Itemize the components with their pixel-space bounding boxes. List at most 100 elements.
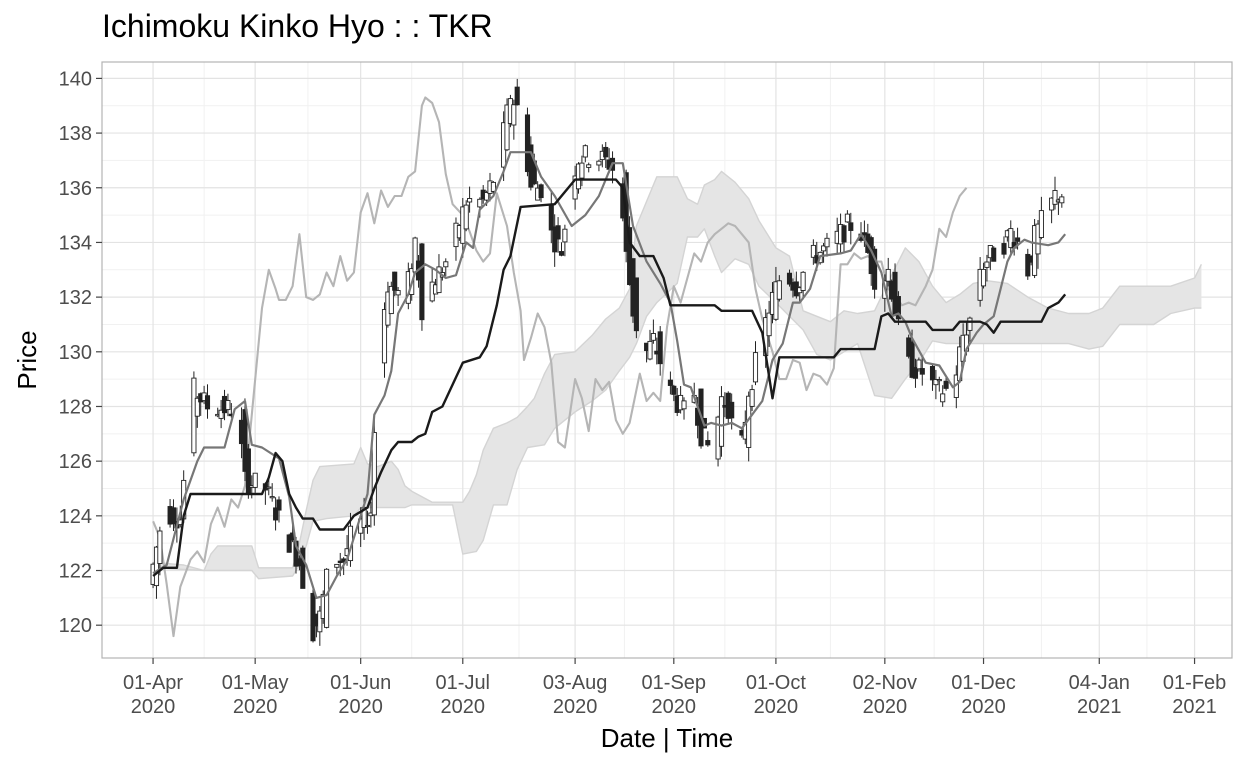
x-tick-label-year: 2020: [553, 696, 598, 718]
candle-up: [269, 496, 275, 499]
candle-up: [395, 290, 401, 296]
candle-down: [170, 507, 177, 525]
x-tick-label: 01-Apr: [123, 672, 183, 694]
x-tick-label: 01-Jun: [330, 672, 391, 694]
y-axis-ticks: 120 122 124 126 128 130 132 134 136 138 140: [59, 68, 102, 637]
y-tick-label: 124: [59, 506, 92, 528]
candle-up: [766, 312, 772, 337]
plot-background: [102, 62, 1232, 658]
candle-up: [647, 340, 653, 360]
ichimoku-cloud: [153, 170, 1203, 580]
candle-up: [1035, 223, 1041, 255]
candle-up: [800, 271, 806, 291]
y-tick-label: 132: [59, 287, 92, 309]
x-tick-label-year: 2020: [863, 696, 908, 718]
candle-up: [436, 266, 442, 294]
candle-up: [1059, 196, 1065, 204]
candle-up: [490, 181, 496, 192]
candle-down: [548, 204, 554, 231]
candle-down: [1001, 243, 1007, 255]
candle-up: [334, 563, 340, 568]
candle-down: [943, 380, 949, 389]
x-tick-label-year: 2020: [233, 696, 278, 718]
candle-up: [194, 397, 200, 417]
candle-down: [929, 365, 936, 381]
x-tick-label-year: 2020: [652, 696, 697, 718]
y-tick-label: 130: [59, 342, 92, 364]
candle-down: [419, 243, 425, 321]
candle-up: [980, 268, 987, 287]
x-tick-label: 01-Dec: [951, 672, 1015, 694]
candle-up: [388, 285, 394, 315]
candle-down: [204, 395, 211, 410]
candle-up: [225, 400, 231, 411]
x-tick-label: 01-Sep: [642, 672, 707, 694]
candle-up: [776, 280, 782, 300]
panel-border: [101, 61, 1233, 659]
candle-up: [218, 409, 224, 419]
candle-up: [371, 432, 377, 516]
y-tick-label: 138: [59, 123, 92, 145]
candle-up: [844, 213, 850, 223]
tenkan-sen: [152, 151, 1067, 600]
candle-up: [443, 261, 449, 268]
candle-down: [841, 225, 847, 243]
candle-down: [538, 184, 544, 199]
candle-down: [705, 440, 711, 446]
x-tick-label-year: 2021: [1172, 696, 1217, 718]
candle-up: [582, 145, 588, 158]
candle-up: [252, 472, 258, 488]
x-tick-label: 01-Jul: [436, 672, 490, 694]
candle-up: [511, 104, 517, 126]
candle-up: [984, 261, 990, 268]
candle-down: [633, 277, 639, 332]
candle-up: [504, 104, 510, 151]
x-tick-label: 01-Feb: [1163, 672, 1226, 694]
candle-up: [718, 396, 725, 447]
candle-up: [157, 530, 163, 564]
candle-up: [916, 359, 922, 370]
candle-down: [603, 146, 609, 158]
x-tick-label: 04-Jan: [1069, 672, 1130, 694]
x-tick-label-year: 2020: [441, 696, 486, 718]
x-tick-label-year: 2020: [754, 696, 799, 718]
candle-up: [153, 546, 160, 587]
cloud-area: [153, 171, 1202, 579]
chart-title: Ichimoku Kinko Hyo : : TKR: [102, 8, 493, 44]
candle-down: [1015, 237, 1021, 242]
candle-down: [991, 247, 997, 262]
candle-down: [919, 368, 925, 375]
candle-down: [895, 296, 901, 320]
candle-up: [821, 245, 827, 252]
x-axis-ticks: 01-Apr202001-May202001-Jun202001-Jul2020…: [123, 658, 1226, 718]
candle-down: [848, 222, 854, 231]
candle-down: [872, 248, 878, 290]
candle-up: [773, 281, 779, 320]
x-tick-label-year: 2020: [338, 696, 383, 718]
candle-up: [381, 309, 388, 364]
candle-up: [681, 400, 687, 410]
x-axis-label: Date | Time: [601, 723, 733, 753]
x-tick-label: 02-Nov: [853, 672, 917, 694]
candle-up: [467, 198, 473, 203]
y-tick-label: 122: [59, 561, 92, 583]
x-tick-label-year: 2021: [1077, 696, 1122, 718]
candle-up: [463, 204, 469, 230]
candle-up: [1052, 190, 1058, 205]
candle-up: [579, 162, 585, 179]
candle-down: [555, 225, 561, 240]
candle-down: [273, 507, 279, 521]
y-tick-label: 140: [59, 68, 92, 90]
candle-up: [324, 568, 330, 628]
candle-down: [1025, 253, 1031, 277]
candle-down: [558, 251, 565, 256]
x-tick-label: 03-Aug: [543, 672, 608, 694]
y-tick-label: 126: [59, 451, 92, 473]
y-tick-label: 136: [59, 178, 92, 200]
candle-down: [300, 547, 306, 589]
candle-up: [885, 268, 891, 282]
senkou-span-b-line: [153, 228, 1202, 580]
candle-down: [786, 272, 793, 285]
